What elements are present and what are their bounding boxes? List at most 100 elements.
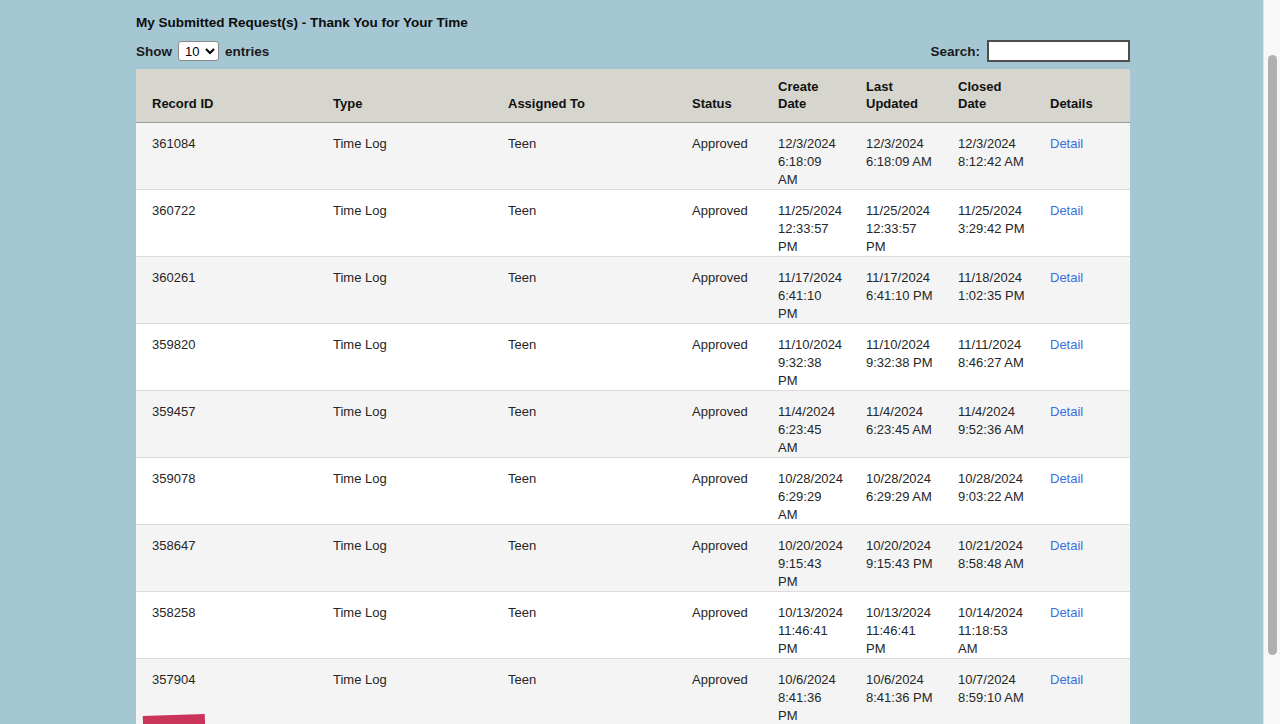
entries-select[interactable]: 10 — [178, 41, 219, 61]
cell-closed-date: 12/3/2024 8:12:42 AM — [942, 122, 1034, 189]
cell-last-updated: 11/25/2024 12:33:57 PM — [850, 189, 942, 256]
cell-status: Approved — [676, 122, 762, 189]
header-create-date[interactable]: Create Date — [762, 69, 850, 122]
header-type[interactable]: Type — [317, 69, 492, 122]
cell-type: Time Log — [317, 122, 492, 189]
cell-assigned-to: Teen — [492, 122, 676, 189]
cell-assigned-to: Teen — [492, 256, 676, 323]
cell-record-id: 359078 — [136, 457, 317, 524]
detail-link[interactable]: Detail — [1050, 404, 1083, 419]
cell-assigned-to: Teen — [492, 323, 676, 390]
cell-closed-date: 11/25/2024 3:29:42 PM — [942, 189, 1034, 256]
table-row: 359820 Time Log Teen Approved 11/10/2024… — [136, 323, 1130, 390]
detail-link[interactable]: Detail — [1050, 538, 1083, 553]
cell-create-date: 11/17/2024 6:41:10 PM — [762, 256, 850, 323]
table-row: 357904 Time Log Teen Approved 10/6/2024 … — [136, 658, 1130, 724]
table-row: 359078 Time Log Teen Approved 10/28/2024… — [136, 457, 1130, 524]
cell-type: Time Log — [317, 189, 492, 256]
pink-graphic — [143, 714, 206, 724]
cell-record-id: 358647 — [136, 524, 317, 591]
header-details[interactable]: Details — [1034, 69, 1130, 122]
cell-create-date: 11/4/2024 6:23:45 AM — [762, 390, 850, 457]
page-scrollbar[interactable] — [1263, 0, 1280, 724]
cell-closed-date: 10/21/2024 8:58:48 AM — [942, 524, 1034, 591]
page-size-control: Show 10 entries — [136, 41, 269, 61]
search-control: Search: — [930, 40, 1130, 62]
header-record-id[interactable]: Record ID — [136, 69, 317, 122]
cell-closed-date: 11/18/2024 1:02:35 PM — [942, 256, 1034, 323]
cell-record-id: 359820 — [136, 323, 317, 390]
cell-create-date: 10/6/2024 8:41:36 PM — [762, 658, 850, 724]
cell-status: Approved — [676, 658, 762, 724]
table-row: 360722 Time Log Teen Approved 11/25/2024… — [136, 189, 1130, 256]
cell-type: Time Log — [317, 658, 492, 724]
entries-label: entries — [225, 44, 269, 59]
search-label: Search: — [930, 44, 980, 59]
cell-type: Time Log — [317, 256, 492, 323]
cell-last-updated: 11/10/2024 9:32:38 PM — [850, 323, 942, 390]
cell-assigned-to: Teen — [492, 658, 676, 724]
cell-assigned-to: Teen — [492, 390, 676, 457]
detail-link[interactable]: Detail — [1050, 270, 1083, 285]
detail-link[interactable]: Detail — [1050, 136, 1083, 151]
header-status[interactable]: Status — [676, 69, 762, 122]
detail-link[interactable]: Detail — [1050, 203, 1083, 218]
cell-closed-date: 10/14/2024 11:18:53 AM — [942, 591, 1034, 658]
detail-link[interactable]: Detail — [1050, 605, 1083, 620]
cell-type: Time Log — [317, 457, 492, 524]
cell-assigned-to: Teen — [492, 189, 676, 256]
header-last-updated[interactable]: Last Updated — [850, 69, 942, 122]
cell-status: Approved — [676, 591, 762, 658]
cell-type: Time Log — [317, 591, 492, 658]
cell-record-id: 360261 — [136, 256, 317, 323]
cell-create-date: 10/28/2024 6:29:29 AM — [762, 457, 850, 524]
cell-type: Time Log — [317, 390, 492, 457]
cell-closed-date: 10/28/2024 9:03:22 AM — [942, 457, 1034, 524]
header-assigned-to[interactable]: Assigned To — [492, 69, 676, 122]
detail-link[interactable]: Detail — [1050, 471, 1083, 486]
cell-closed-date: 11/4/2024 9:52:36 AM — [942, 390, 1034, 457]
table-row: 358647 Time Log Teen Approved 10/20/2024… — [136, 524, 1130, 591]
cell-assigned-to: Teen — [492, 591, 676, 658]
cell-last-updated: 10/13/2024 11:46:41 PM — [850, 591, 942, 658]
cell-record-id: 360722 — [136, 189, 317, 256]
cell-record-id: 359457 — [136, 390, 317, 457]
cell-status: Approved — [676, 323, 762, 390]
cell-closed-date: 11/11/2024 8:46:27 AM — [942, 323, 1034, 390]
table-row: 358258 Time Log Teen Approved 10/13/2024… — [136, 591, 1130, 658]
detail-link[interactable]: Detail — [1050, 672, 1083, 687]
table-row: 359457 Time Log Teen Approved 11/4/2024 … — [136, 390, 1130, 457]
table-header: Record ID Type Assigned To Status Create… — [136, 69, 1130, 122]
cell-status: Approved — [676, 457, 762, 524]
cell-last-updated: 10/28/2024 6:29:29 AM — [850, 457, 942, 524]
cell-last-updated: 12/3/2024 6:18:09 AM — [850, 122, 942, 189]
cell-create-date: 12/3/2024 6:18:09 AM — [762, 122, 850, 189]
cell-create-date: 11/25/2024 12:33:57 PM — [762, 189, 850, 256]
cell-create-date: 10/20/2024 9:15:43 PM — [762, 524, 850, 591]
scrollbar-thumb[interactable] — [1268, 55, 1277, 655]
cell-record-id: 357904 — [136, 658, 317, 724]
cell-assigned-to: Teen — [492, 457, 676, 524]
table-row: 360261 Time Log Teen Approved 11/17/2024… — [136, 256, 1130, 323]
cell-status: Approved — [676, 256, 762, 323]
search-input[interactable] — [987, 40, 1130, 62]
cell-closed-date: 10/7/2024 8:59:10 AM — [942, 658, 1034, 724]
cell-type: Time Log — [317, 323, 492, 390]
table-controls: Show 10 entries Search: — [136, 39, 1130, 63]
cell-record-id: 358258 — [136, 591, 317, 658]
cell-status: Approved — [676, 390, 762, 457]
cell-create-date: 11/10/2024 9:32:38 PM — [762, 323, 850, 390]
table-row: 361084 Time Log Teen Approved 12/3/2024 … — [136, 122, 1130, 189]
header-closed-date[interactable]: Closed Date — [942, 69, 1034, 122]
detail-link[interactable]: Detail — [1050, 337, 1083, 352]
cell-last-updated: 11/17/2024 6:41:10 PM — [850, 256, 942, 323]
cell-type: Time Log — [317, 524, 492, 591]
cell-last-updated: 11/4/2024 6:23:45 AM — [850, 390, 942, 457]
cell-status: Approved — [676, 189, 762, 256]
cell-status: Approved — [676, 524, 762, 591]
show-label: Show — [136, 44, 172, 59]
cell-record-id: 361084 — [136, 122, 317, 189]
cell-create-date: 10/13/2024 11:46:41 PM — [762, 591, 850, 658]
main-content: My Submitted Request(s) - Thank You for … — [136, 0, 1130, 724]
page-title: My Submitted Request(s) - Thank You for … — [136, 0, 1130, 30]
